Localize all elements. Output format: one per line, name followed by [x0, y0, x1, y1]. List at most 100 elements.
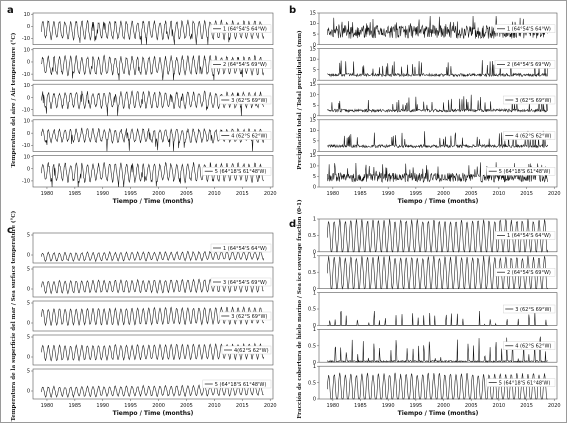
subplot-c-1: 0 5 1 (64°54'S 64°W) [27, 232, 274, 264]
legend-box [219, 131, 272, 140]
legend-label: 1 (64°54'S 64°W) [223, 27, 267, 33]
legend-box [494, 24, 556, 33]
series-line-d-1 [327, 219, 549, 253]
x-tick-label: 1995 [409, 403, 422, 409]
y-tick-label: 15 [310, 153, 316, 159]
x-tick-label: 2005 [180, 191, 193, 197]
y-tick-label: 1 [313, 290, 316, 296]
y-tick-label: 10 [24, 154, 30, 160]
subplot-b-2: 0 5 10 15 2 (64°54'S 69°W) [310, 46, 558, 84]
panel-letter-c: c [7, 225, 13, 236]
y-tick-label: 0 [27, 60, 30, 66]
legend-label: 3 (64°54'S 69°W) [223, 280, 267, 286]
subplot-a-2: -10 0 10 2 (64°54'S 69°W) [22, 48, 274, 81]
legend-label: 2 (64°54'S 69°W) [507, 62, 551, 68]
panel-letter-b: b [289, 5, 296, 16]
subplot-b-3: 0 5 10 15 3 (62°S 69°W) [310, 82, 558, 120]
legend-label: 4 (62°S 62°W) [231, 133, 267, 139]
y-tick-label: 5 [27, 267, 30, 273]
x-tick-label: 2005 [465, 403, 478, 409]
y-tick-label: 15 [310, 82, 316, 88]
y-tick-label: 0 [27, 95, 30, 101]
y-tick-label: 5 [313, 139, 316, 145]
legend-c-4: 4(62°S 62°W) [221, 345, 272, 355]
y-tick-label: 5 [313, 174, 316, 180]
x-tick-label: 2000 [152, 403, 165, 409]
y-tick-label: 5 [313, 32, 316, 38]
y-tick-label: 10 [310, 21, 316, 27]
legend-d-1: 1 (64°54'S 64°W) [494, 231, 556, 240]
y-axis-label: Temperatura de la superficie del mar / S… [10, 210, 17, 421]
subplot-frame [32, 232, 274, 264]
legend-d-4: 4 (62°S 62°W) [503, 341, 556, 350]
x-tick-label: 1990 [96, 191, 109, 197]
legend-label: 5 (64°18'S 61°48'W) [499, 380, 551, 386]
y-tick-label: 5 [27, 369, 30, 375]
legend-label: 3 (62°S 69°W) [231, 314, 267, 320]
legend-box [503, 341, 556, 350]
x-tick-label: 2015 [236, 191, 249, 197]
series-line-a-1 [41, 19, 264, 45]
y-tick-label: 1 [313, 217, 316, 223]
x-axis-label: Tiempo / Time (months) [113, 198, 194, 205]
legend-label: 5 (64°18'S 61°48'W) [499, 169, 551, 175]
y-tick-label: 0 [27, 355, 30, 361]
x-tick-label: 1985 [68, 191, 81, 197]
legend-box [219, 311, 272, 321]
y-tick-label: 0 [27, 253, 30, 259]
y-tick-label: 0 [313, 78, 316, 84]
x-tick-label: 2000 [437, 191, 450, 197]
subplot-frame [318, 12, 558, 45]
x-tick-label: 2010 [208, 191, 221, 197]
y-tick-label: 0 [313, 149, 316, 155]
y-tick-label: 0.5 [308, 233, 316, 239]
panel-d: d 0 0.5 1 1 (64°54'S 64°W) 0 0.5 1 2 (64°54'S 69… [289, 199, 561, 419]
x-tick-label: 1980 [41, 191, 54, 197]
x-tick-label: 1980 [326, 191, 339, 197]
legend-a-3: 3 (62°S 69°W) [219, 95, 272, 105]
y-axis-label: Precipitación total / Total precipitatio… [296, 30, 303, 170]
x-tick-label: 1995 [124, 403, 137, 409]
series-line-d-3 [327, 310, 548, 326]
subplot-b-4: 0 5 10 15 4 (62°S 62°W) [310, 118, 558, 155]
y-tick-label: -10 [22, 143, 30, 149]
legend-c-5: 5 (64°18'S 61°48'W) [202, 379, 272, 389]
legend-label: 2 (64°54'S 69°W) [223, 62, 267, 68]
subplot-c-3: 0 5 3 (62°S 69°W) [27, 300, 274, 332]
y-tick-label: 0 [313, 250, 316, 256]
legend-box [486, 166, 556, 176]
subplot-frame [32, 368, 274, 400]
y-tick-label: 0 [27, 321, 30, 327]
legend-a-5: 5 (64°18'S 61°48'W) [202, 166, 272, 176]
series-line-b-1 [327, 15, 548, 40]
legend-label: 4(62°S 62°W) [234, 348, 269, 354]
y-tick-label: 0 [313, 42, 316, 48]
legend-b-2: 2 (64°54'S 69°W) [494, 60, 556, 69]
series-line-d-2 [327, 255, 548, 290]
legend-box [494, 268, 556, 277]
x-tick-label: 2010 [493, 403, 506, 409]
legend-box [503, 131, 556, 140]
subplot-frame [32, 155, 274, 188]
subplot-frame [318, 119, 558, 152]
legend-box [503, 304, 556, 314]
x-tick-label: 2015 [520, 403, 533, 409]
x-tick-label: 1995 [124, 191, 137, 197]
x-tick-label: 2010 [208, 403, 221, 409]
x-axis-label: Tiempo / Time (months) [398, 410, 479, 417]
panel-c: c 0 5 1 (64°54'S 64°W) 0 5 3 (64°54'S 69°W) 0 5 3… [7, 210, 277, 421]
legend-b-4: 4 (62°S 62°W) [503, 131, 556, 140]
legend-label: 3 (62°S 69°W) [515, 98, 551, 104]
subplot-frame [318, 155, 558, 188]
x-tick-label: 1980 [41, 403, 54, 409]
legend-box [210, 60, 272, 69]
y-tick-label: 10 [310, 164, 316, 170]
y-tick-label: 10 [24, 83, 30, 89]
legend-c-3: 3 (62°S 69°W) [219, 311, 272, 321]
legend-label: 5 (64°18'S 61°48'W) [215, 382, 267, 388]
legend-box [210, 277, 272, 287]
subplot-d-1: 0 0.5 1 1 (64°54'S 64°W) [308, 217, 558, 256]
y-tick-label: 5 [27, 335, 30, 341]
x-tick-label: 1990 [382, 403, 395, 409]
legend-box [503, 95, 556, 105]
